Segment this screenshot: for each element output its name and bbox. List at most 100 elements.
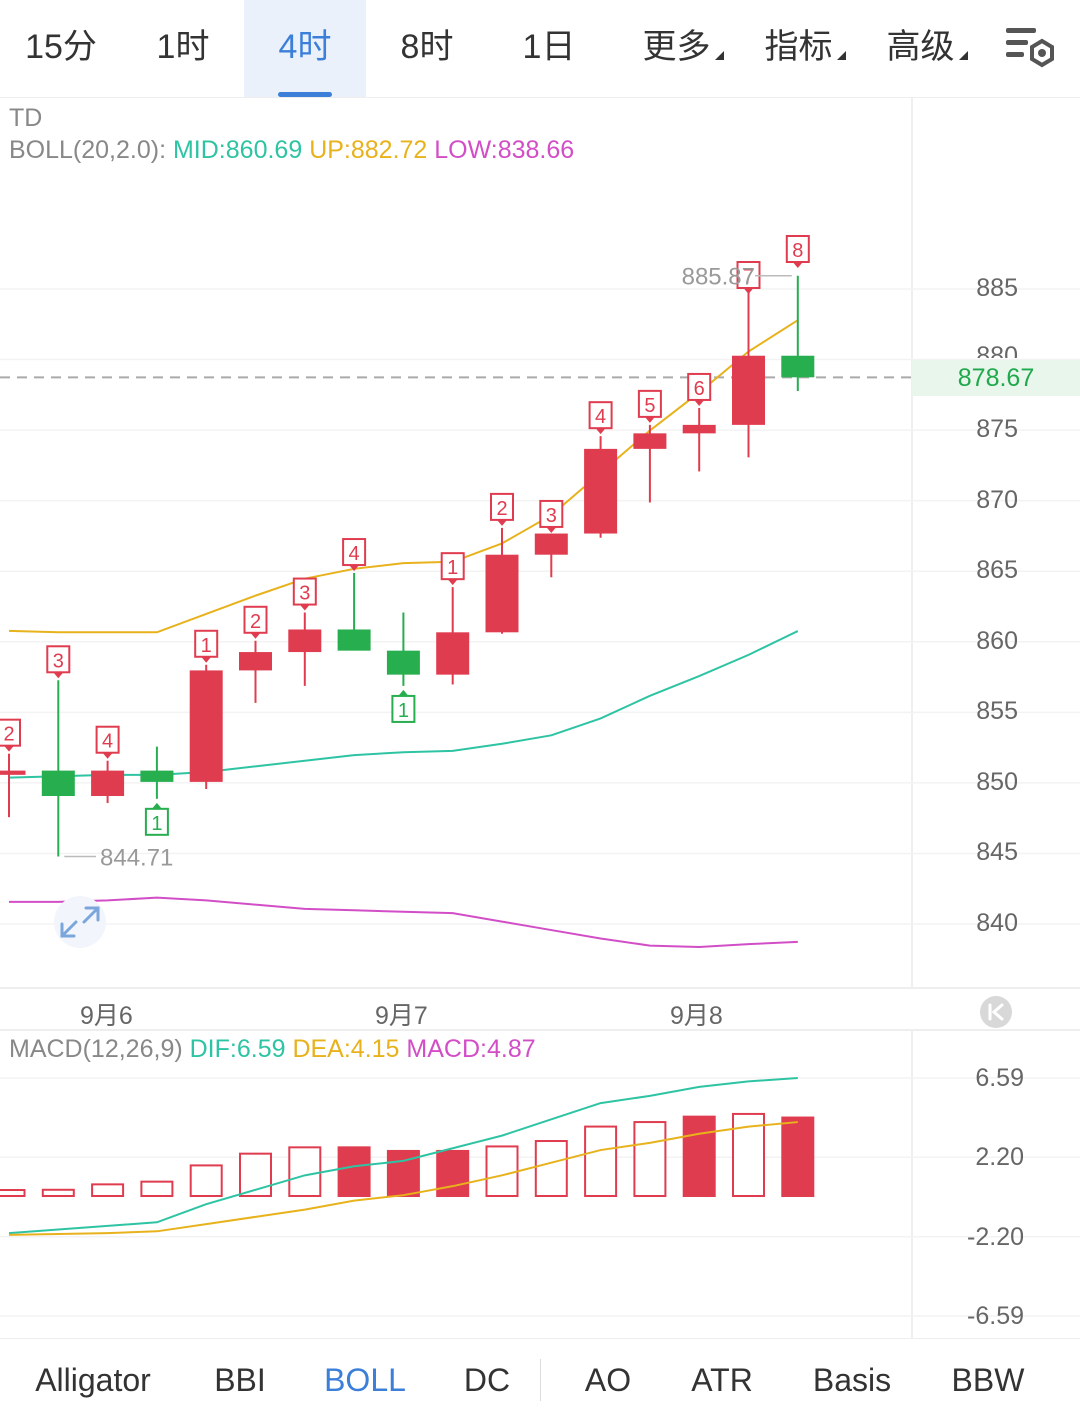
- td-marker-count: 1: [398, 700, 409, 722]
- td-marker: 2: [0, 718, 21, 752]
- td-marker-pointer: [4, 745, 14, 752]
- scroll-to-latest-icon: [980, 996, 1012, 1028]
- timeframe-tabbar: 15分 1时 4时 8时 1日 更多 指标 高级: [0, 0, 1080, 98]
- macd-histogram-bar: [781, 1116, 815, 1197]
- td-marker-count: 1: [151, 813, 162, 835]
- macd-histogram-bar: [485, 1145, 519, 1198]
- td-marker-count: 4: [595, 406, 606, 428]
- td-marker: 3: [46, 645, 71, 679]
- indicator-tab-label: Basis: [812, 1362, 892, 1398]
- candle-body: [189, 670, 223, 782]
- last-price-badge: 878.67: [912, 360, 1080, 396]
- candle-body: [485, 554, 519, 633]
- td-marker-count: 7: [743, 266, 754, 288]
- candle-body: [0, 770, 26, 775]
- td-marker-count: 2: [250, 611, 261, 633]
- td-marker-count: 6: [694, 378, 705, 400]
- td-marker: 1: [144, 802, 169, 836]
- tab-more-dropdown[interactable]: 更多: [622, 0, 744, 97]
- macd-histogram-bar: [189, 1164, 223, 1197]
- low-price-label: 844.71: [100, 845, 173, 872]
- expand-icon: [54, 896, 106, 948]
- tab-indicators-dropdown[interactable]: 指标: [744, 0, 866, 97]
- td-marker-pointer: [792, 262, 803, 268]
- macd-histogram-bar: [41, 1188, 75, 1198]
- price-axis-label: 850: [976, 768, 1018, 796]
- macd-name: MACD(12,26,9): [9, 1035, 183, 1063]
- td-marker-count: 2: [3, 724, 14, 746]
- td-marker-pointer: [250, 632, 261, 639]
- date-axis-label: 9月6: [80, 1002, 133, 1030]
- td-marker: 7: [736, 261, 761, 294]
- candle-body: [436, 632, 470, 675]
- chart-settings-icon[interactable]: [1002, 22, 1058, 72]
- td-marker-pointer: [102, 752, 113, 759]
- tab-label: 15分: [25, 28, 97, 66]
- td-indicator-label: TD: [9, 104, 43, 132]
- td-marker: 1: [391, 689, 416, 723]
- macd-histogram-bar: [633, 1121, 667, 1197]
- tab-advanced-dropdown[interactable]: 高级: [866, 0, 988, 97]
- macd-dif-value: DIF:6.59: [189, 1035, 286, 1063]
- tab-8h[interactable]: 8时: [366, 0, 488, 97]
- macd-histogram-bar: [584, 1125, 618, 1197]
- indicator-tab-separator: [540, 1359, 541, 1401]
- price-axis-label: 845: [976, 838, 1018, 866]
- td-marker: 3: [292, 577, 317, 611]
- price-axis-label: 870: [976, 486, 1018, 514]
- td-marker: 6: [687, 372, 712, 406]
- macd-dea-value: DEA:4.15: [292, 1035, 400, 1063]
- candle-body: [288, 629, 322, 653]
- expand-icon-bg: [54, 896, 106, 948]
- tab-label: 1日: [522, 28, 576, 66]
- indicator-tab-bbi[interactable]: BBI: [190, 1339, 290, 1425]
- price-axis-label: 840: [976, 909, 1018, 937]
- indicator-tab-dc[interactable]: DC: [442, 1339, 532, 1425]
- macd-histogram-bar: [140, 1180, 174, 1198]
- indicator-tab-label: Alligator: [35, 1362, 151, 1398]
- indicator-tab-atr[interactable]: ATR: [676, 1339, 768, 1425]
- tab-15min[interactable]: 15分: [0, 0, 122, 97]
- td-marker-pointer: [151, 802, 162, 809]
- td-marker-count: 3: [299, 583, 310, 605]
- candle-body: [732, 355, 765, 425]
- macd-legend[interactable]: MACD(12,26,9) DIF:6.59 DEA:4.15 MACD:4.8…: [9, 1035, 536, 1064]
- td-marker-pointer: [497, 519, 507, 526]
- macd-dif-line: [8, 1077, 798, 1235]
- td-marker-count: 2: [496, 498, 507, 520]
- td-marker-pointer: [398, 689, 409, 696]
- td-marker-count: 8: [792, 240, 803, 262]
- macd-histogram-bar: [534, 1140, 568, 1197]
- candle-body: [682, 424, 716, 434]
- td-marker: 4: [95, 725, 120, 759]
- indicator-tab-ao[interactable]: AO: [565, 1339, 651, 1425]
- high-price-label: 885.87: [682, 264, 755, 291]
- boll-legend[interactable]: BOLL(20,2.0): MID:860.69 UP:882.72 LOW:8…: [9, 136, 574, 165]
- td-marker-count: 1: [201, 635, 212, 657]
- tab-1d[interactable]: 1日: [488, 0, 610, 97]
- td-marker-pointer: [299, 604, 310, 611]
- tab-label: 4时: [278, 28, 332, 66]
- tab-1h[interactable]: 1时: [122, 0, 244, 97]
- tab-4h[interactable]: 4时: [244, 0, 366, 97]
- td-marker: 1: [194, 629, 219, 663]
- price-axis-label: 860: [976, 627, 1018, 655]
- macd-histogram-bar: [337, 1146, 371, 1198]
- indicator-tab-boll[interactable]: BOLL: [310, 1339, 420, 1425]
- td-marker-count: 5: [644, 395, 655, 417]
- td-marker: 5: [637, 389, 662, 423]
- indicator-tab-label: AO: [584, 1362, 632, 1398]
- indicator-tab-label: BOLL: [324, 1362, 406, 1398]
- indicator-tab-label: BBW: [951, 1362, 1025, 1398]
- td-marker-pointer: [644, 416, 655, 423]
- indicator-tab-bbw[interactable]: BBW: [938, 1339, 1038, 1425]
- indicator-tabbar: Alligator BBI BOLL DC AO ATR Basis BBW: [0, 1338, 1080, 1425]
- boll-upper-line: [8, 319, 799, 634]
- macd-axis-label: -6.59: [967, 1302, 1024, 1330]
- td-marker: 4: [588, 401, 613, 435]
- indicator-tab-basis[interactable]: Basis: [798, 1339, 906, 1425]
- indicator-tab-alligator[interactable]: Alligator: [22, 1339, 164, 1425]
- tab-label: 1时: [156, 28, 210, 66]
- indicator-tab-label: BBI: [214, 1362, 266, 1398]
